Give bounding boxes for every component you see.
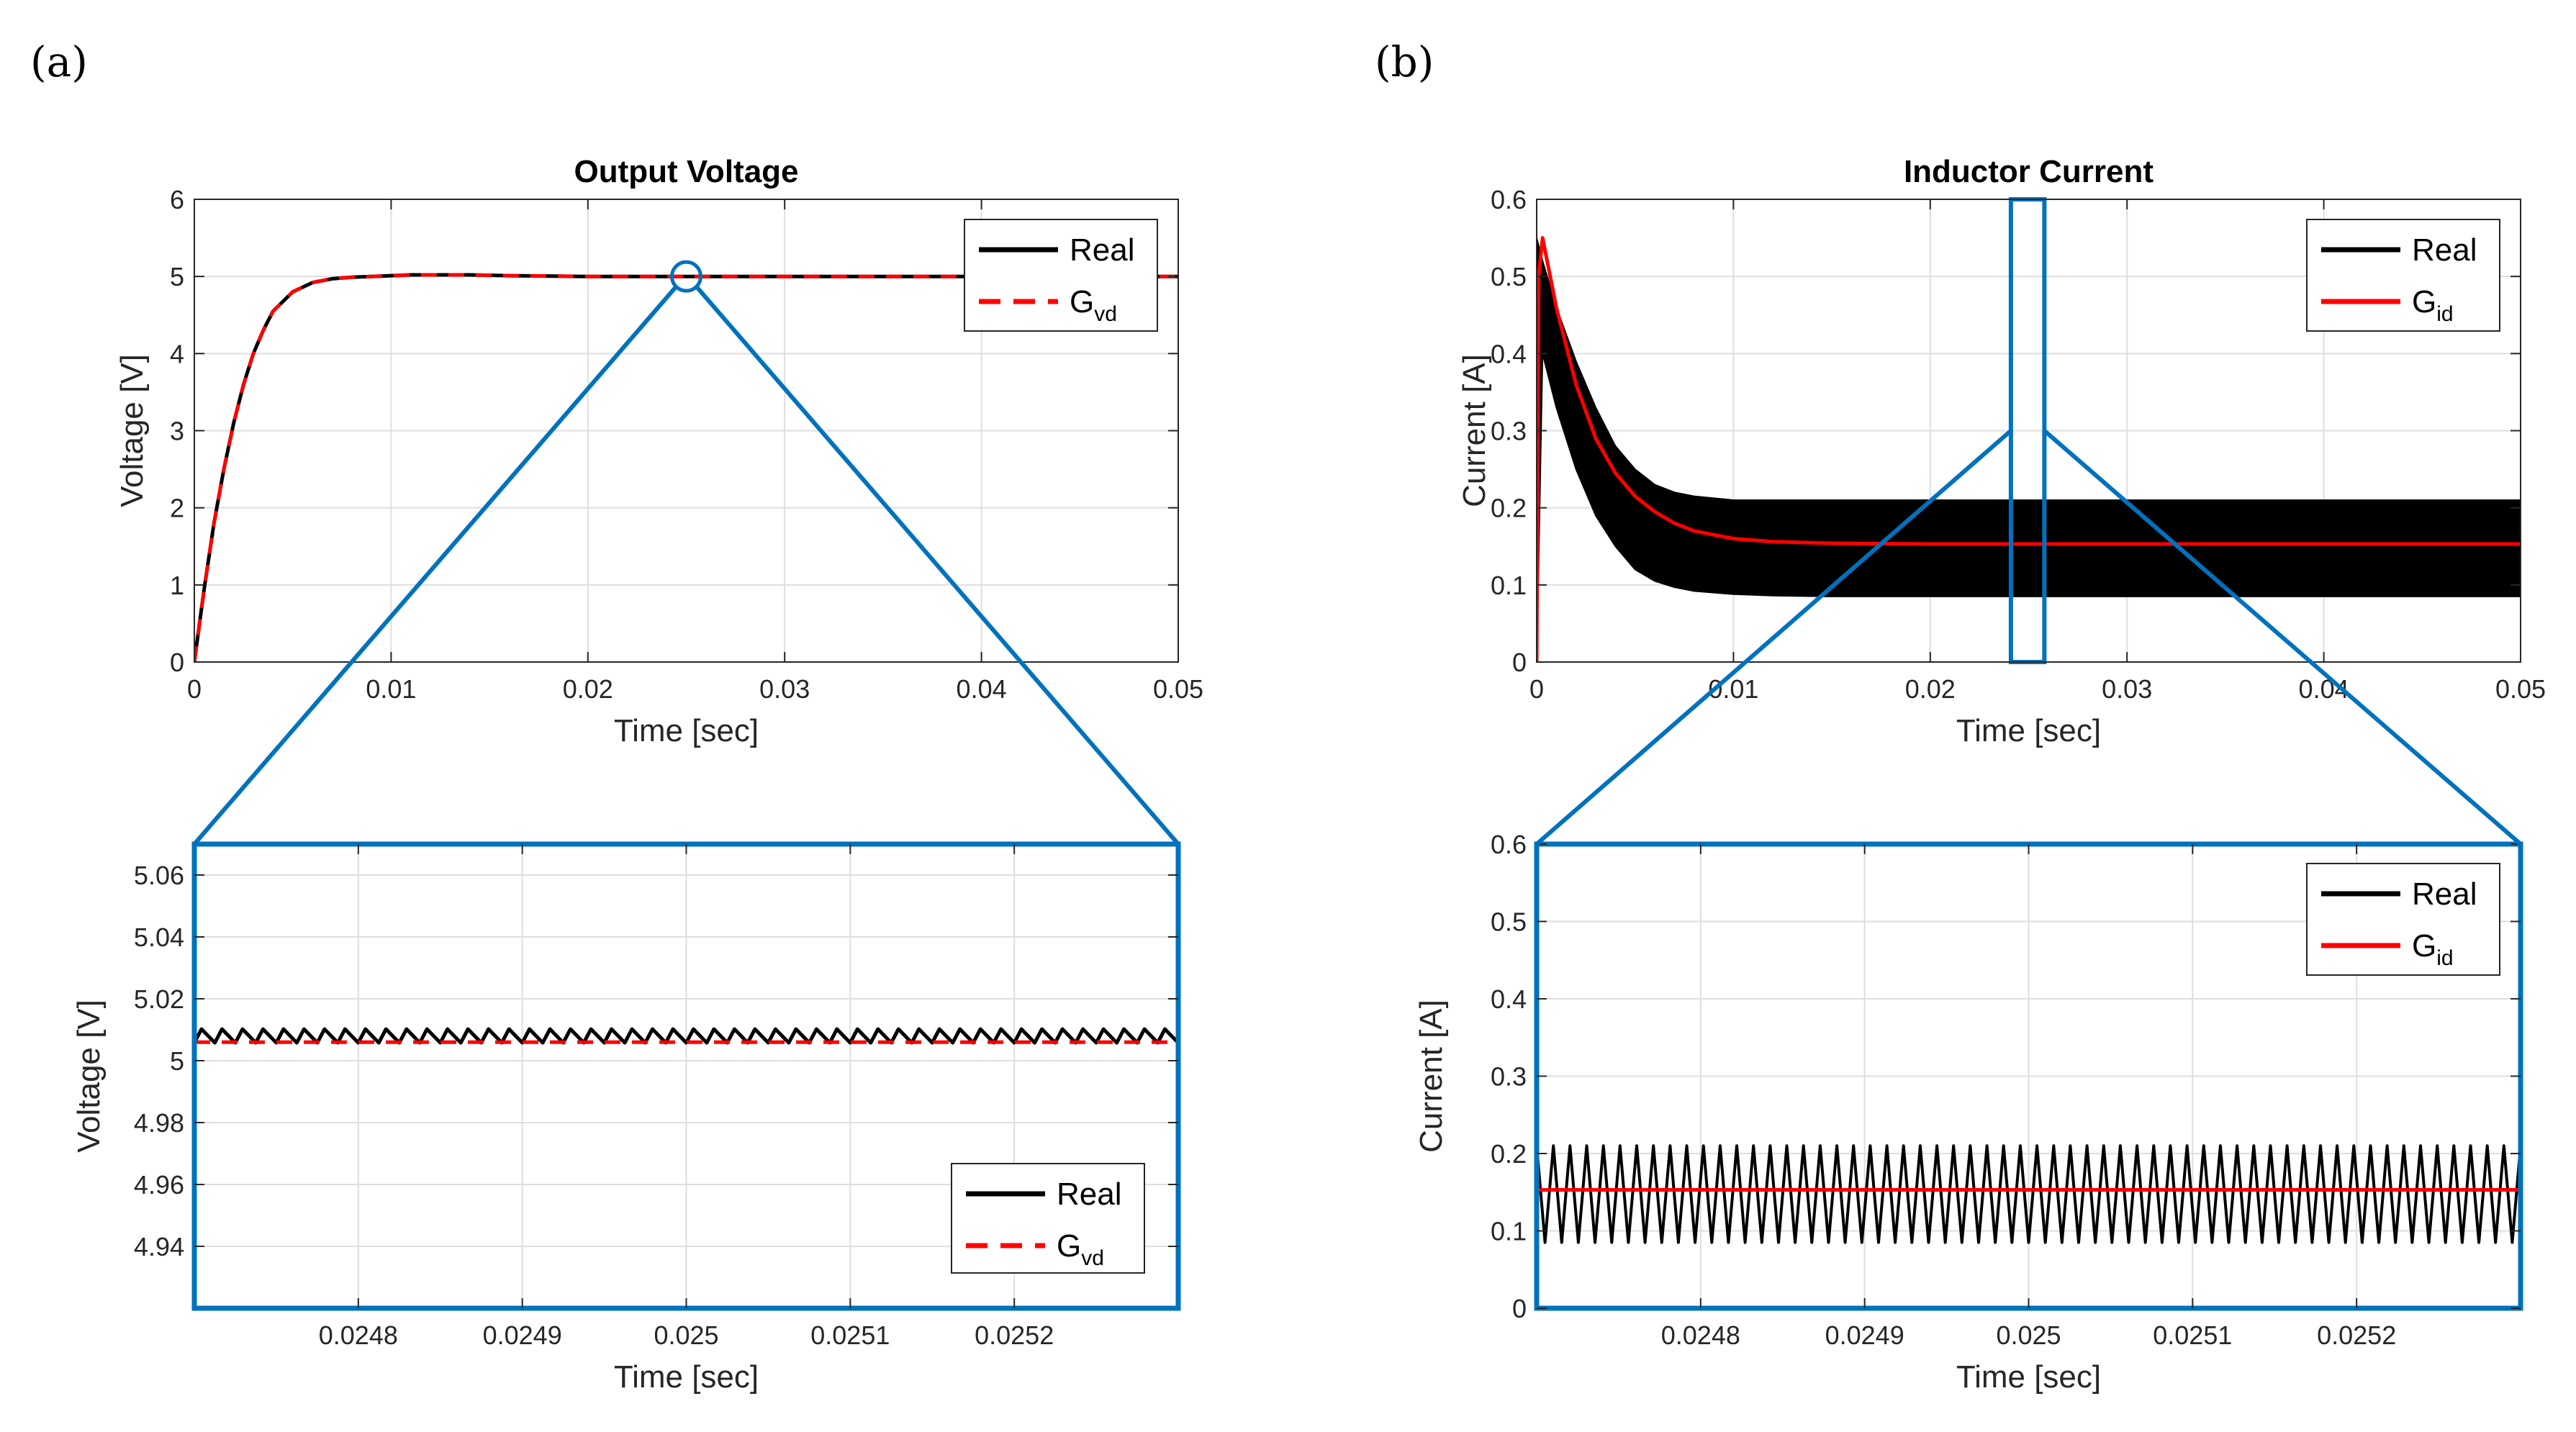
b-main-ytick-label-3: 0.3 <box>1491 417 1527 446</box>
panel-label-a: (a) <box>30 37 88 86</box>
b-main-legend-label-0: Real <box>2412 232 2477 268</box>
a-main-xlabel: Time [sec] <box>614 713 759 748</box>
b-zoom-xlabel: Time [sec] <box>1956 1359 2101 1395</box>
a-main-series-group <box>194 273 1178 662</box>
zoom-connectors <box>192 285 2522 846</box>
b-zoom-ytick-label-6: 0.6 <box>1491 830 1527 859</box>
a-main-zoom-marker <box>670 260 702 293</box>
a-main-xtick-label-2: 0.02 <box>563 674 613 704</box>
b-main-ytick-label-0: 0 <box>1512 648 1527 677</box>
inductor-current-zoom-chart: 0.0248 0.0249 0.025 0.0251 0.0252 0 0.1 0.2 0.3 0… <box>1414 830 2523 1395</box>
b-zoom-legend-label-1: Gid <box>2412 928 2454 970</box>
a-zoom-ytick-label-6: 5.06 <box>134 861 184 890</box>
a-zoom-ylabel: Voltage [V] <box>71 1000 107 1153</box>
a-main-ytick-label-5: 5 <box>170 262 184 291</box>
b-zoom-ylabel: Current [A] <box>1414 1000 1449 1153</box>
a-main-ylabel: Voltage [V] <box>114 354 150 507</box>
b-zoom-xtick-label-1: 0.0249 <box>1825 1320 1904 1350</box>
a-zoom-xlabel: Time [sec] <box>614 1359 759 1395</box>
a-zoom-legend-label-1: Gvd <box>1057 1228 1104 1270</box>
a-zoom-xtick-label-3: 0.0251 <box>810 1320 890 1350</box>
a-main-legend: Real Gvd <box>964 219 1158 332</box>
a-zoom-ytick-label-0: 4.94 <box>134 1232 184 1261</box>
a-zoom-legend: Real Gvd <box>951 1163 1145 1274</box>
b-zoom-ytick-label-5: 0.5 <box>1491 907 1527 937</box>
a-main-title: Output Voltage <box>574 154 798 189</box>
b-main-series-group <box>1537 236 2521 662</box>
a-zoom-legend-label-0: Real <box>1057 1177 1122 1212</box>
a-main-legend-label-0: Real <box>1070 232 1135 268</box>
b-main-ytick-label-2: 0.2 <box>1491 494 1527 523</box>
b-main-ylabel: Current [A] <box>1457 354 1492 507</box>
b-zoom-ytick-label-3: 0.3 <box>1491 1062 1527 1092</box>
b-zoom-xtick-label-4: 0.0252 <box>2317 1320 2396 1350</box>
b-main-xlabel: Time [sec] <box>1956 713 2101 748</box>
b-main-ytick-label-6: 0.6 <box>1491 185 1527 214</box>
a-main-ytick-label-0: 0 <box>170 648 184 677</box>
output-voltage-chart: 0 0.01 0.02 0.03 0.04 0.05 0 1 2 3 4 5 6 Output Volta… <box>114 154 1203 748</box>
b-main-xtick-label-2: 0.02 <box>1905 674 1956 704</box>
a-zoom-xtick-label-4: 0.0252 <box>975 1320 1054 1350</box>
a-zoom-xtick-label-1: 0.0249 <box>483 1320 562 1350</box>
a-zoom-series-group <box>194 1027 1178 1045</box>
a-zoom-ytick-label-2: 4.98 <box>134 1108 184 1138</box>
a-zoom-xtick-label-0: 0.0248 <box>319 1320 398 1350</box>
zoom-connector-a-right <box>695 285 1180 846</box>
a-main-xtick-label-0: 0 <box>187 674 202 704</box>
zoom-connector-a-left <box>192 285 678 846</box>
b-zoom-legend: Real Gid <box>2306 863 2500 976</box>
b-main-series-g-id <box>1537 236 2521 662</box>
a-zoom-ytick-label-1: 4.96 <box>134 1170 184 1200</box>
a-main-ytick-label-2: 2 <box>170 494 184 523</box>
b-main-ytick-label-1: 0.1 <box>1491 571 1527 600</box>
b-zoom-ytick-label-1: 0.1 <box>1491 1217 1527 1246</box>
b-zoom-series-real <box>1537 1144 2521 1244</box>
b-main-xtick-label-3: 0.03 <box>2102 674 2152 704</box>
a-main-ytick-label-1: 1 <box>170 571 184 600</box>
a-zoom-legend-box <box>951 1163 1145 1274</box>
b-main-ytick-label-4: 0.4 <box>1491 339 1527 368</box>
a-main-xtick-label-3: 0.03 <box>759 674 810 704</box>
a-main-xtick-label-5: 0.05 <box>1153 674 1203 704</box>
b-zoom-xtick-label-2: 0.025 <box>1996 1320 2061 1350</box>
a-zoom-xtick-label-2: 0.025 <box>654 1320 718 1350</box>
b-zoom-ytick-label-4: 0.4 <box>1491 984 1527 1014</box>
a-main-ytick-label-3: 3 <box>170 417 184 446</box>
panel-label-b: (b) <box>1375 37 1434 86</box>
inductor-current-chart: 0 0.01 0.02 0.03 0.04 0.0500.10.20.30.40.50.6… <box>1457 154 2546 748</box>
b-main-legend-label-1: Gid <box>2412 284 2454 326</box>
a-main-ytick-label-6: 6 <box>170 185 184 214</box>
a-main-xtick-label-4: 0.04 <box>957 674 1007 704</box>
output-voltage-zoom-chart: 0.0248 0.0249 0.025 0.0251 0.0252 4.94 4.96 4.9… <box>71 841 1181 1395</box>
a-main-xtick-label-1: 0.01 <box>366 674 416 704</box>
b-main-xtick-label-5: 0.05 <box>2495 674 2546 704</box>
a-main-legend-label-1: Gvd <box>1070 284 1117 326</box>
a-zoom-ytick-label-3: 5 <box>170 1046 184 1076</box>
b-zoom-legend-box <box>2306 863 2500 976</box>
a-main-series-g-vd <box>194 273 1178 662</box>
b-zoom-xtick-label-3: 0.0251 <box>2153 1320 2232 1350</box>
zoom-connector-b-right <box>2043 429 2522 846</box>
b-main-title: Inductor Current <box>1904 154 2154 189</box>
b-main-ytick-label-5: 0.5 <box>1491 262 1527 291</box>
zoom-connector-b-left <box>1535 429 2012 846</box>
b-zoom-series-group <box>1537 1144 2521 1244</box>
b-zoom-ytick-label-2: 0.2 <box>1491 1139 1527 1169</box>
b-main-xtick-label-0: 0 <box>1529 674 1544 704</box>
b-zoom-legend-label-0: Real <box>2412 876 2477 912</box>
b-main-legend-box <box>2306 219 2500 332</box>
a-main-legend-box <box>964 219 1158 332</box>
b-zoom-xtick-label-0: 0.0248 <box>1661 1320 1740 1350</box>
a-zoom-ytick-label-5: 5.04 <box>134 923 184 952</box>
a-zoom-ytick-label-4: 5.02 <box>134 984 184 1014</box>
b-main-legend: Real Gid <box>2306 219 2500 332</box>
b-main-series-real <box>1537 237 2521 662</box>
b-zoom-ytick-label-0: 0 <box>1512 1294 1527 1323</box>
a-main-ytick-label-4: 4 <box>170 339 184 368</box>
